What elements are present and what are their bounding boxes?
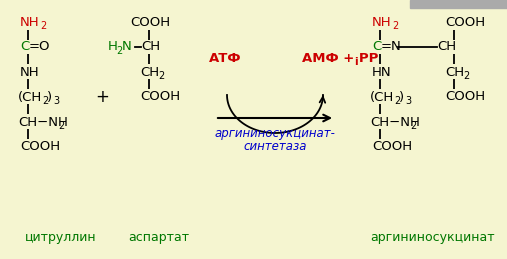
Text: HN: HN [372, 66, 391, 78]
Text: синтетаза: синтетаза [243, 140, 307, 154]
Text: COOH: COOH [140, 90, 180, 104]
Text: CH: CH [141, 40, 160, 54]
Text: CH: CH [140, 66, 159, 78]
Text: C: C [372, 40, 381, 54]
Text: 2: 2 [42, 96, 48, 106]
Text: i: i [354, 57, 357, 67]
Text: COOH: COOH [445, 90, 485, 104]
Text: 3: 3 [53, 96, 59, 106]
Text: NH: NH [372, 16, 391, 28]
Text: аргининосукцинат-: аргининосукцинат- [214, 126, 336, 140]
Text: АМФ + РР: АМФ + РР [302, 52, 378, 64]
Text: =N: =N [381, 40, 402, 54]
Text: N: N [122, 40, 132, 54]
Text: АТФ: АТФ [209, 52, 241, 64]
Text: COOH: COOH [445, 16, 485, 28]
Text: аргининосукцинат: аргининосукцинат [370, 232, 495, 244]
Text: NH: NH [20, 66, 40, 78]
Text: (CH: (CH [18, 90, 42, 104]
Text: 2: 2 [394, 96, 400, 106]
Text: 2: 2 [463, 71, 469, 81]
Bar [410, 0, 507, 8]
Text: COOH: COOH [372, 140, 412, 154]
Text: 2: 2 [116, 46, 122, 56]
Text: 2: 2 [410, 121, 416, 131]
Text: +: + [95, 88, 109, 106]
Text: C: C [20, 40, 29, 54]
Text: 3: 3 [405, 96, 411, 106]
Text: CH−NH: CH−NH [18, 116, 68, 128]
Text: CH: CH [445, 66, 464, 78]
Text: =O: =O [29, 40, 51, 54]
Text: цитруллин: цитруллин [25, 232, 97, 244]
Text: COOH: COOH [130, 16, 170, 28]
Text: CH: CH [437, 40, 456, 54]
Text: 2: 2 [392, 21, 399, 31]
Text: аспартат: аспартат [128, 232, 189, 244]
Text: ): ) [399, 90, 404, 104]
Text: 2: 2 [158, 71, 164, 81]
Text: COOH: COOH [20, 140, 60, 154]
Text: 2: 2 [58, 121, 64, 131]
Text: H: H [108, 40, 118, 54]
Text: CH−NH: CH−NH [370, 116, 420, 128]
Text: NH: NH [20, 16, 40, 28]
Text: 2: 2 [40, 21, 46, 31]
Text: ): ) [47, 90, 52, 104]
Text: (CH: (CH [370, 90, 394, 104]
